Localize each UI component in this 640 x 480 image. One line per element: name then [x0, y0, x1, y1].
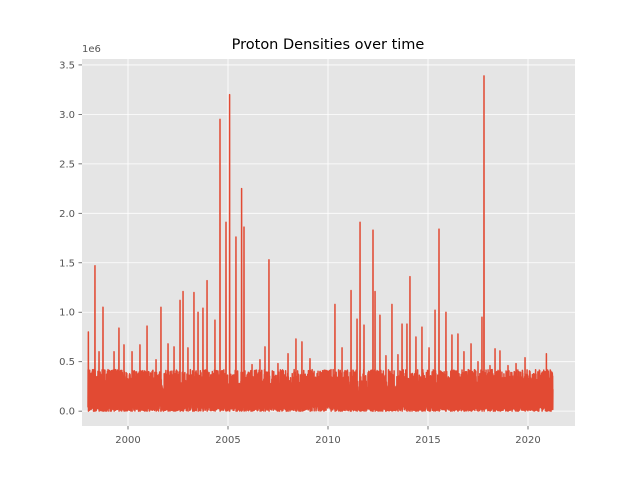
- plot-background: [82, 59, 575, 426]
- y-tick-label: 1.0: [59, 308, 75, 319]
- y-tick-label: 0.0: [59, 407, 75, 418]
- y-tick-label: 2.5: [59, 159, 75, 170]
- x-tick-label: 2015: [415, 435, 440, 446]
- x-tick-label: 2005: [215, 435, 240, 446]
- y-offset-label: 1e6: [82, 44, 101, 55]
- x-tick-label: 2020: [515, 435, 540, 446]
- chart-title: Proton Densities over time: [232, 37, 425, 53]
- x-tick-label: 2000: [115, 435, 140, 446]
- y-tick-label: 3.5: [59, 60, 75, 71]
- series-line: [87, 75, 554, 412]
- x-tick-label: 2010: [315, 435, 340, 446]
- y-tick-label: 1.5: [59, 258, 75, 269]
- plot-area: 2000 2005 2010 2015 2020 0.0 0.5 1.0 1.5 2.0 2.5 3.…: [59, 59, 575, 446]
- y-tick-label: 2.0: [59, 209, 75, 220]
- y-tick-label: 0.5: [59, 357, 75, 368]
- y-tick-label: 3.0: [59, 110, 75, 121]
